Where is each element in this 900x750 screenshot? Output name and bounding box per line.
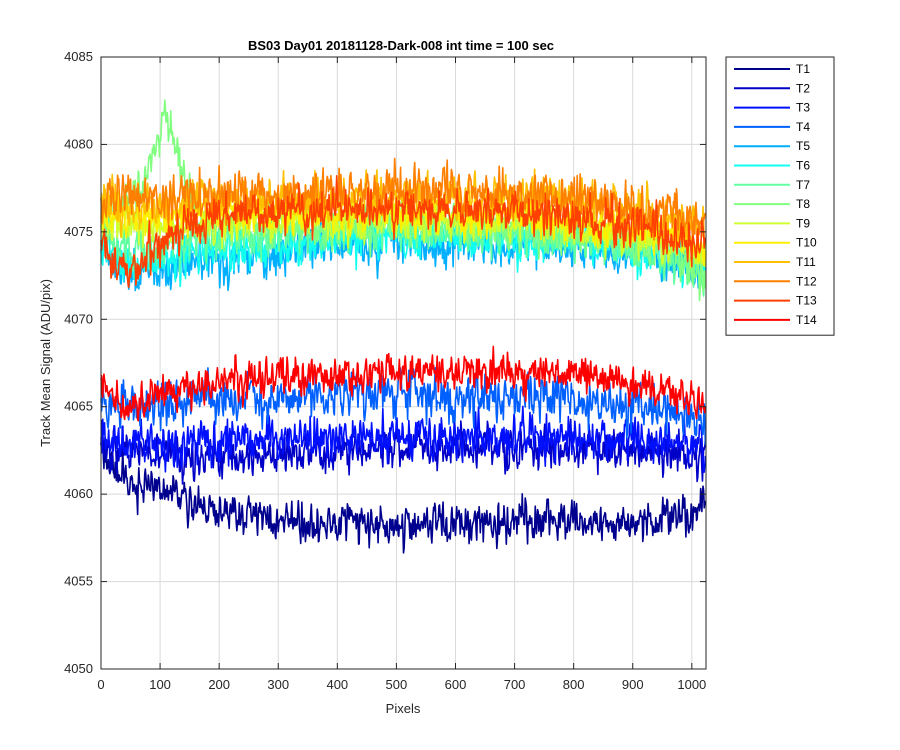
y-tick-label: 4085 bbox=[64, 49, 93, 64]
legend-label: T1 bbox=[796, 62, 810, 76]
y-axis-title: Track Mean Signal (ADU/pix) bbox=[38, 279, 53, 447]
x-tick-label: 700 bbox=[504, 677, 526, 692]
x-tick-label: 500 bbox=[386, 677, 408, 692]
axes-frame bbox=[100, 56, 707, 670]
x-tick-label: 400 bbox=[326, 677, 348, 692]
x-tick-label: 100 bbox=[149, 677, 171, 692]
x-tick-label: 800 bbox=[563, 677, 585, 692]
x-tick-label: 0 bbox=[97, 677, 104, 692]
y-tick-label: 4075 bbox=[64, 224, 93, 239]
legend-label: T2 bbox=[796, 81, 810, 95]
plot-area: 0 100 200 300 400 500 600 700 800 900 1000 4050 4055… bbox=[64, 49, 707, 692]
series-line-t13 bbox=[100, 174, 707, 289]
y-tick-label: 4080 bbox=[64, 136, 93, 151]
legend-label: T9 bbox=[796, 216, 810, 230]
legend-label: T11 bbox=[796, 255, 816, 269]
legend-label: T6 bbox=[796, 159, 810, 173]
x-axis-title: Pixels bbox=[386, 701, 421, 716]
legend-label: T10 bbox=[796, 236, 817, 250]
series-line-t14 bbox=[100, 345, 707, 422]
series-line-t12 bbox=[100, 157, 707, 244]
chart-title: BS03 Day01 20181128-Dark-008 int time = … bbox=[248, 38, 554, 53]
x-tick-label: 200 bbox=[208, 677, 230, 692]
legend-label: T14 bbox=[796, 313, 817, 327]
series-line-t3 bbox=[100, 405, 707, 473]
legend-label: T4 bbox=[796, 120, 810, 134]
plot-background bbox=[101, 57, 706, 669]
legend-label: T7 bbox=[796, 178, 810, 192]
legend-label: T8 bbox=[796, 197, 810, 211]
x-tick-label: 600 bbox=[445, 677, 467, 692]
legend-label: T12 bbox=[796, 274, 817, 288]
x-tick-label: 1000 bbox=[677, 677, 706, 692]
series-line-t2 bbox=[100, 418, 707, 485]
y-tick-label: 4070 bbox=[64, 311, 93, 326]
y-tick-label: 4060 bbox=[64, 486, 93, 501]
series-line-t1 bbox=[100, 435, 707, 554]
y-tick-label: 4055 bbox=[64, 574, 93, 589]
legend-label: T13 bbox=[796, 294, 817, 308]
axis-ticks: 0 100 200 300 400 500 600 700 800 900 1000 4050 4055… bbox=[64, 49, 706, 692]
y-tick-label: 4050 bbox=[64, 661, 93, 676]
series-line-t4 bbox=[100, 366, 707, 446]
legend-box bbox=[725, 56, 835, 336]
x-tick-label: 900 bbox=[622, 677, 644, 692]
y-tick-label: 4065 bbox=[64, 399, 93, 414]
series-layer bbox=[100, 99, 707, 554]
legend: T1 T2 T3 T4 T5 T6 T7 T8 T9 T10 T11 T12 T13 T14 bbox=[725, 56, 835, 336]
legend-label: T5 bbox=[796, 139, 810, 153]
x-tick-label: 300 bbox=[267, 677, 289, 692]
legend-label: T3 bbox=[796, 101, 810, 115]
